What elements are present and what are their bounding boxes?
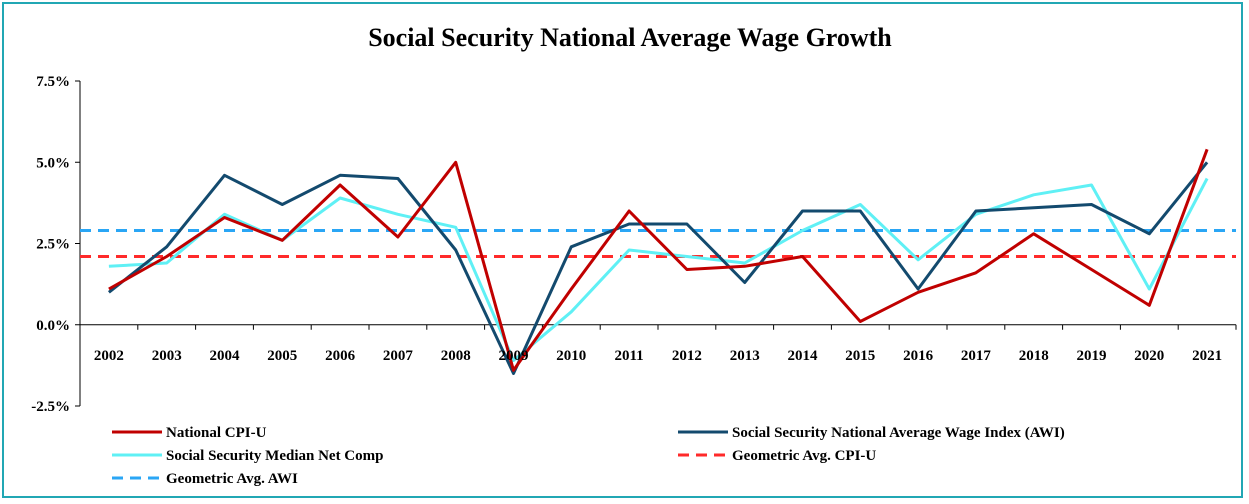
x-tick-label: 2006 bbox=[325, 348, 356, 364]
x-tick-label: 2003 bbox=[152, 348, 182, 364]
x-tick-label: 2015 bbox=[845, 348, 875, 364]
series-line-1 bbox=[107, 161, 1209, 375]
x-tick-label: 2007 bbox=[383, 348, 414, 364]
x-tick-label: 2018 bbox=[1019, 348, 1049, 364]
x-tick-label: 2021 bbox=[1192, 348, 1222, 364]
y-tick-label: 0.0% bbox=[36, 318, 70, 334]
y-axis-tick-labels: 7.5% 5.0% 2.5% 0.0% -2.5% bbox=[31, 74, 70, 415]
legend-label: Social Security National Average Wage In… bbox=[732, 425, 1065, 441]
series-line-2 bbox=[108, 177, 1209, 362]
legend-label: Social Security Median Net Comp bbox=[166, 448, 383, 464]
x-tick-label: 2019 bbox=[1077, 348, 1107, 364]
legend-label: Geometric Avg. AWI bbox=[166, 471, 298, 487]
x-tick-label: 2017 bbox=[961, 348, 992, 364]
legend-item: Geometric Avg. CPI-U bbox=[678, 448, 876, 464]
x-tick-label: 2004 bbox=[210, 348, 241, 364]
legend: National CPI-U Social Security National A… bbox=[112, 425, 1065, 487]
legend-item: Social Security Median Net Comp bbox=[112, 448, 383, 464]
legend-item: Social Security National Average Wage In… bbox=[678, 425, 1065, 441]
legend-label: National CPI-U bbox=[166, 425, 267, 441]
x-tick-label: 2016 bbox=[903, 348, 934, 364]
legend-item: Geometric Avg. AWI bbox=[112, 471, 298, 487]
y-tick-label: 7.5% bbox=[36, 74, 70, 90]
axes bbox=[75, 80, 1237, 407]
x-axis-tick-labels: 2002 2003 2004 2005 2006 2007 2008 2009 2010 2011… bbox=[94, 348, 1222, 364]
x-tick-label: 2012 bbox=[672, 348, 702, 364]
x-tick-label: 2013 bbox=[730, 348, 760, 364]
x-tick-label: 2008 bbox=[441, 348, 471, 364]
chart-frame bbox=[2, 2, 1243, 498]
x-tick-label: 2009 bbox=[499, 348, 529, 364]
y-tick-label: 2.5% bbox=[36, 237, 70, 253]
x-tick-label: 2010 bbox=[556, 348, 586, 364]
series-lines bbox=[107, 148, 1209, 375]
legend-label: Geometric Avg. CPI-U bbox=[732, 448, 876, 464]
x-tick-label: 2020 bbox=[1134, 348, 1164, 364]
x-tick-label: 2011 bbox=[615, 348, 644, 364]
chart-title: Social Security National Average Wage Gr… bbox=[368, 23, 892, 52]
x-tick-label: 2005 bbox=[267, 348, 297, 364]
reference-lines bbox=[80, 229, 1236, 258]
y-tick-label: -2.5% bbox=[31, 399, 70, 415]
x-tick-label: 2002 bbox=[94, 348, 124, 364]
legend-item: National CPI-U bbox=[112, 425, 267, 441]
y-tick-label: 5.0% bbox=[36, 155, 70, 171]
x-tick-label: 2014 bbox=[788, 348, 819, 364]
series-line-0 bbox=[108, 148, 1209, 372]
